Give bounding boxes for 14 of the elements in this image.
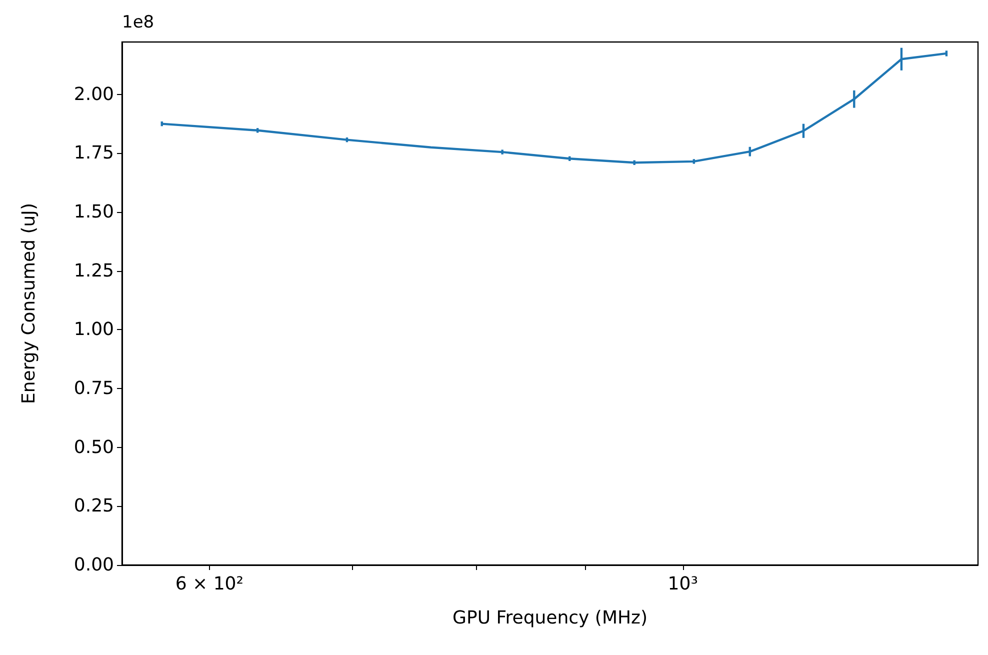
y-tick-label: 1.75: [74, 142, 114, 164]
x-tick-label: 10³: [668, 574, 698, 594]
y-tick-label: 1.00: [74, 319, 114, 340]
y-tick-label: 1.50: [74, 202, 114, 223]
y-axis-title: Energy Consumed (uJ): [18, 202, 40, 404]
x-tick-label: 6 × 10²: [175, 574, 244, 594]
y-tick-label: 0.75: [74, 378, 114, 400]
y-tick-label: 0.25: [74, 496, 114, 517]
y-tick-label: 0.00: [74, 554, 114, 576]
y-tick-label: 2.00: [74, 84, 114, 105]
y-tick-label: 1.25: [74, 260, 114, 282]
x-axis-title: GPU Frequency (MHz): [452, 608, 648, 628]
text: 1e8: [122, 12, 154, 32]
y-tick-label: 0.50: [74, 436, 114, 458]
